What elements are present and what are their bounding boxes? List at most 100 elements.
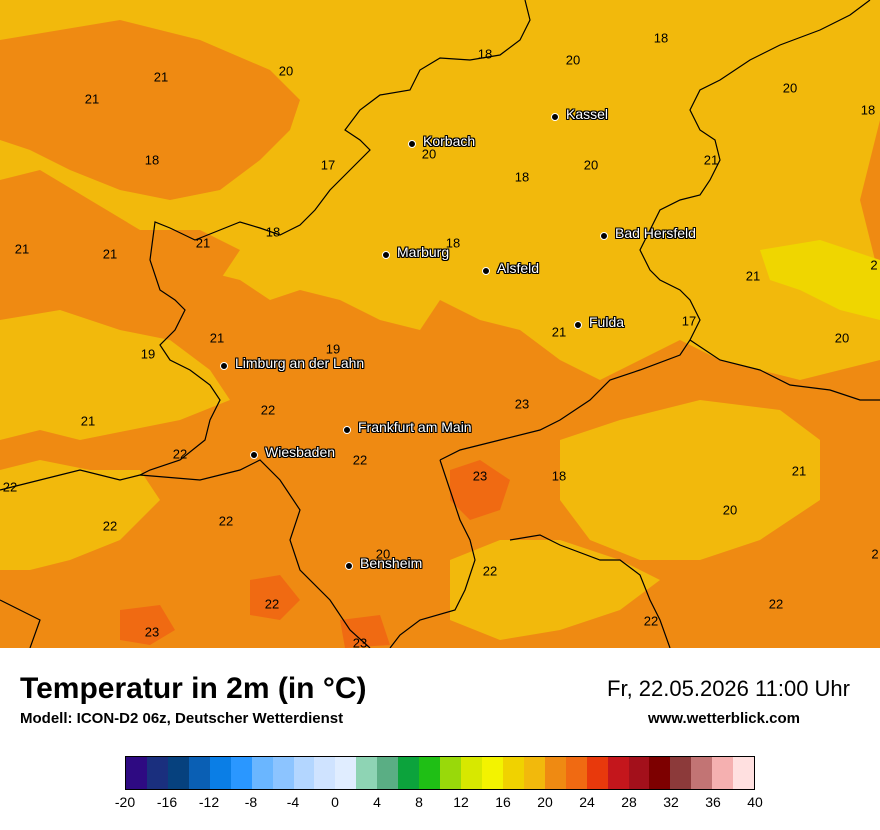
temp-label: 20 bbox=[834, 330, 850, 346]
state-border-east bbox=[509, 534, 671, 648]
city-label-frankfurt: Frankfurt am Main bbox=[358, 419, 472, 435]
color-scale-tick: -12 bbox=[198, 794, 220, 810]
color-scale-segment bbox=[733, 757, 755, 789]
color-scale-tick: -4 bbox=[286, 794, 300, 810]
color-scale-segment bbox=[377, 757, 399, 789]
state-border-south bbox=[139, 459, 371, 648]
temp-label: 22 bbox=[2, 479, 18, 495]
city-dot-frankfurt bbox=[343, 426, 351, 434]
warm-patch-nw bbox=[0, 20, 300, 200]
temp-label: 22 bbox=[260, 402, 276, 418]
color-scale-tick: 12 bbox=[453, 794, 469, 810]
city-dot-wiesbaden bbox=[250, 451, 258, 459]
color-scale-segment bbox=[356, 757, 378, 789]
city-dot-kassel bbox=[551, 113, 559, 121]
website-link[interactable]: www.wetterblick.com bbox=[648, 710, 800, 727]
map-canvas bbox=[0, 0, 880, 648]
city-dot-limburg bbox=[220, 362, 228, 370]
temp-label: 22 bbox=[102, 518, 118, 534]
hot-spot-frankfurt bbox=[450, 460, 510, 520]
color-scale-tick: -8 bbox=[244, 794, 258, 810]
color-scale-segment bbox=[481, 757, 503, 789]
temp-label: 20 bbox=[722, 502, 738, 518]
city-dot-marburg bbox=[382, 251, 390, 259]
temp-label: 22 bbox=[643, 613, 659, 629]
temp-label: 21 bbox=[102, 246, 118, 262]
color-scale-tick: -20 bbox=[114, 794, 136, 810]
city-label-korbach: Korbach bbox=[423, 133, 476, 149]
cool-region-west bbox=[0, 310, 230, 440]
city-label-bad-hersfeld: Bad Hersfeld bbox=[615, 225, 696, 241]
state-border-bavaria-south bbox=[389, 459, 476, 648]
color-scale-tick: 16 bbox=[495, 794, 511, 810]
temp-label: 21 bbox=[80, 413, 96, 429]
color-scale-segment bbox=[607, 757, 629, 789]
temp-label: 17 bbox=[320, 157, 336, 173]
color-scale-tick: 40 bbox=[747, 794, 763, 810]
color-scale-segment bbox=[670, 757, 692, 789]
color-scale-tick: 0 bbox=[331, 794, 339, 810]
temp-label: 19 bbox=[140, 346, 156, 362]
city-dot-korbach bbox=[408, 140, 416, 148]
color-scale-segment bbox=[691, 757, 713, 789]
hot-spot-south bbox=[250, 575, 300, 620]
forecast-datetime: Fr, 22.05.2026 11:00 Uhr bbox=[607, 676, 850, 701]
color-scale-segment bbox=[209, 757, 231, 789]
temp-label: 2 bbox=[870, 257, 878, 273]
temp-label: 19 bbox=[325, 341, 341, 357]
temp-label: 21 bbox=[14, 241, 30, 257]
temp-label: 18 bbox=[144, 152, 160, 168]
state-border-hesse bbox=[0, 0, 531, 491]
color-scale-tick: 24 bbox=[579, 794, 595, 810]
color-scale-segment bbox=[272, 757, 294, 789]
temp-label: 18 bbox=[551, 468, 567, 484]
city-label-alsfeld: Alsfeld bbox=[497, 260, 540, 276]
temp-label: 22 bbox=[768, 596, 784, 612]
city-dot-fulda bbox=[574, 321, 582, 329]
color-scale-segment bbox=[586, 757, 608, 789]
color-scale-tick: 4 bbox=[373, 794, 381, 810]
city-label-wiesbaden: Wiesbaden bbox=[265, 444, 336, 460]
temp-label: 18 bbox=[514, 169, 530, 185]
state-border-bavaria bbox=[439, 0, 871, 461]
temp-label: 23 bbox=[472, 468, 488, 484]
color-scale-segment bbox=[565, 757, 587, 789]
city-dot-bensheim bbox=[345, 562, 353, 570]
color-scale-segment bbox=[230, 757, 252, 789]
color-scale-segment bbox=[314, 757, 336, 789]
color-scale-segment bbox=[440, 757, 461, 789]
city-label-bensheim: Bensheim bbox=[360, 555, 423, 571]
temp-label: 23 bbox=[144, 624, 160, 640]
city-dot-alsfeld bbox=[482, 267, 490, 275]
cool-region-east bbox=[560, 400, 820, 560]
color-scale bbox=[125, 756, 755, 790]
color-scale-segment bbox=[712, 757, 734, 789]
temp-label: 20 bbox=[375, 546, 391, 562]
temp-label: 22 bbox=[264, 596, 280, 612]
color-scale-segment bbox=[335, 757, 357, 789]
temp-label: 21 bbox=[703, 152, 719, 168]
temp-label: 21 bbox=[551, 324, 567, 340]
temp-label: 22 bbox=[218, 513, 234, 529]
temp-label: 23 bbox=[514, 396, 530, 412]
model-info: Modell: ICON-D2 06z, Deutscher Wetterdie… bbox=[20, 710, 344, 727]
color-scale-segment bbox=[126, 757, 147, 789]
temp-label: 17 bbox=[681, 313, 697, 329]
color-scale-tick: 28 bbox=[621, 794, 637, 810]
temp-label: 22 bbox=[352, 452, 368, 468]
color-scale-ticks: -20 -16 -12 -8 -4 0 4 8 12 16 20 24 28 32 36 40 bbox=[115, 794, 763, 814]
color-scale-tick: 36 bbox=[705, 794, 721, 810]
temp-label: 21 bbox=[153, 69, 169, 85]
temp-label: 2 bbox=[871, 546, 879, 562]
temp-label: 22 bbox=[172, 446, 188, 462]
temp-label: 20 bbox=[583, 157, 599, 173]
temp-label: 18 bbox=[860, 102, 876, 118]
color-scale-segment bbox=[461, 757, 482, 789]
temp-label: 21 bbox=[195, 235, 211, 251]
temp-label: 21 bbox=[791, 463, 807, 479]
map-title: Temperatur in 2m (in °C) bbox=[20, 672, 367, 705]
temp-label: 18 bbox=[477, 46, 493, 62]
temp-label: 20 bbox=[421, 146, 437, 162]
footer: Temperatur in 2m (in °C) Modell: ICON-D2… bbox=[0, 648, 880, 830]
temp-label: 20 bbox=[565, 52, 581, 68]
